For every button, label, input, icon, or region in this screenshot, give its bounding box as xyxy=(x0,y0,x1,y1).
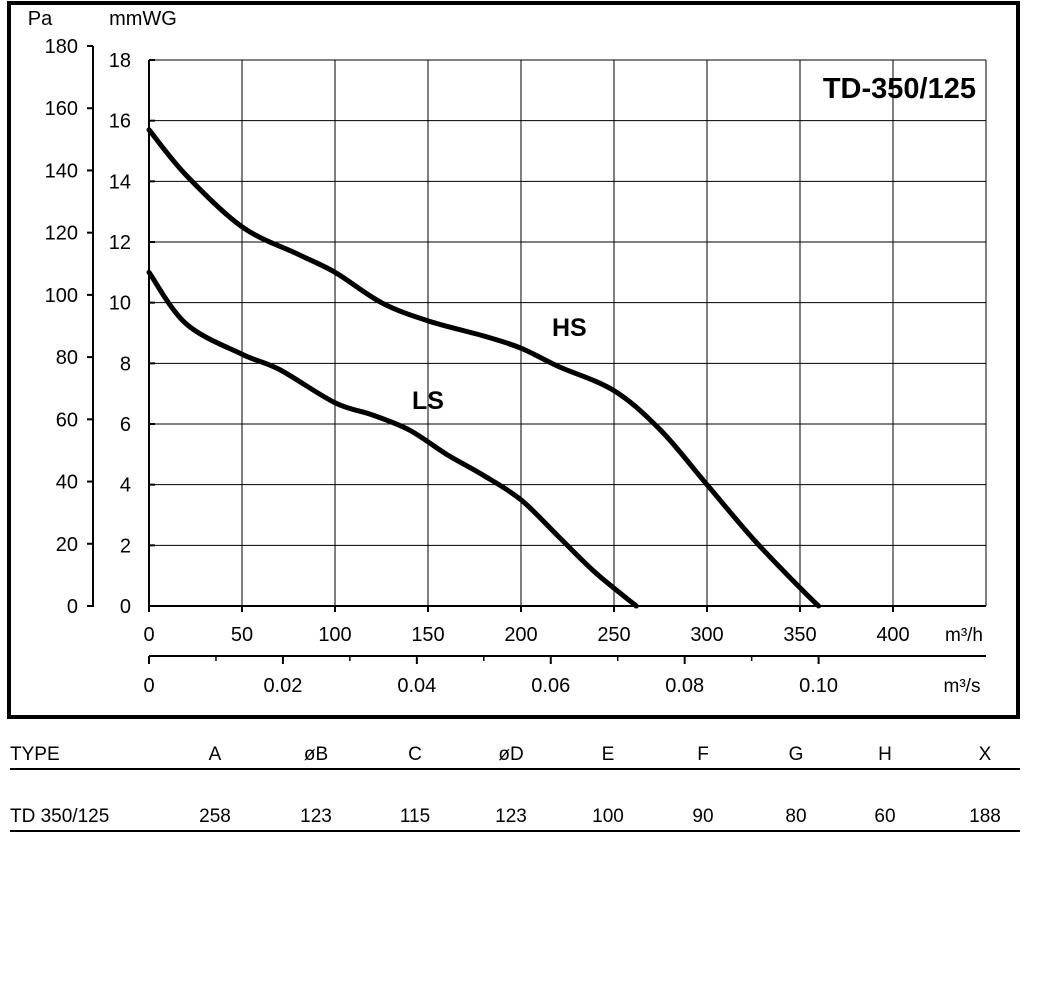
m3h-tick-label: 100 xyxy=(318,624,351,646)
cell-h: 60 xyxy=(874,806,896,827)
y-axis-label-mmwg: mmWG xyxy=(109,8,177,30)
header-c: C xyxy=(408,744,422,765)
y-axis-label-pa: Pa xyxy=(28,8,53,30)
mmwg-tick-label: 6 xyxy=(120,414,131,436)
m3h-tick-label: 350 xyxy=(783,624,816,646)
header-h: H xyxy=(878,744,892,765)
pa-tick-label: 100 xyxy=(45,285,78,307)
m3h-tick-label: 150 xyxy=(411,624,444,646)
m3h-tick-label: 300 xyxy=(690,624,723,646)
pa-tick-label: 60 xyxy=(56,409,78,431)
m3h-tick-label: 200 xyxy=(504,624,537,646)
header-x: X xyxy=(978,744,992,765)
series-line-hs xyxy=(146,127,822,609)
chart-title: TD-350/125 xyxy=(823,73,976,105)
pa-tick-label: 40 xyxy=(56,472,78,494)
mmwg-tick-label: 8 xyxy=(120,353,131,375)
series-line-ls xyxy=(146,269,639,609)
cell-g: 80 xyxy=(785,806,807,827)
header-f: F xyxy=(697,744,709,765)
mmwg-tick-label: 12 xyxy=(109,232,131,254)
pa-tick-label: 140 xyxy=(45,160,78,182)
header-a: A xyxy=(208,744,222,765)
x-axis-label-m3s: m³/s xyxy=(944,676,981,697)
m3s-tick-label: 0.10 xyxy=(799,675,838,697)
mmwg-tick-label: 16 xyxy=(109,111,131,133)
mmwg-tick-label: 14 xyxy=(109,171,131,193)
m3h-tick-label: 50 xyxy=(231,624,253,646)
cell-b: 123 xyxy=(300,806,332,827)
cell-x: 188 xyxy=(969,806,1001,827)
table-row: TD 350/125 258 123 115 123 100 90 80 60 … xyxy=(10,800,1020,832)
pa-tick-label: 20 xyxy=(56,534,78,556)
pa-tick-label: 160 xyxy=(45,98,78,120)
pa-tick-label: 0 xyxy=(67,596,78,618)
cell-e: 100 xyxy=(592,806,624,827)
cell-type: TD 350/125 xyxy=(10,806,110,827)
header-type: TYPE xyxy=(10,744,60,765)
header-e: E xyxy=(601,744,615,765)
chart-svg: 0204060801001201401601800246810121416180… xyxy=(7,1,1020,719)
mmwg-tick-label: 18 xyxy=(109,50,131,72)
pa-tick-label: 180 xyxy=(45,36,78,58)
cell-a: 258 xyxy=(199,806,231,827)
cell-c: 115 xyxy=(399,806,431,827)
m3s-tick-label: 0 xyxy=(143,675,154,697)
series-label-hs: HS xyxy=(552,314,587,342)
x-axis-label-m3h: m³/h xyxy=(945,625,983,646)
cell-d: 123 xyxy=(495,806,527,827)
dimension-table: TYPE A øB C øD E F G H X TD 350/125 258 … xyxy=(10,742,1020,832)
fan-curve-chart: 0 20 40 60 80 100 120 140 160 180 0 2 4 6 8 10 12 14 16 18 0… xyxy=(7,1,1020,719)
m3h-tick-label: 250 xyxy=(597,624,630,646)
pa-tick-label: 120 xyxy=(45,223,78,245)
header-d: øD xyxy=(498,744,524,765)
chart-border xyxy=(7,1,1020,719)
m3s-tick-label: 0.08 xyxy=(665,675,704,697)
m3h-tick-label: 400 xyxy=(876,624,909,646)
m3s-tick-label: 0.02 xyxy=(263,675,302,697)
mmwg-tick-label: 4 xyxy=(120,475,131,497)
series-label-ls: LS xyxy=(412,387,444,415)
pa-tick-label: 80 xyxy=(56,347,78,369)
mmwg-tick-label: 10 xyxy=(109,293,131,315)
m3s-tick-label: 0.06 xyxy=(531,675,570,697)
header-g: G xyxy=(788,744,804,765)
mmwg-tick-label: 2 xyxy=(120,535,131,557)
table-header-row: TYPE A øB C øD E F G H X xyxy=(10,742,1020,770)
mmwg-tick-label: 0 xyxy=(120,596,131,618)
m3s-tick-label: 0.04 xyxy=(397,675,436,697)
m3h-tick-label: 0 xyxy=(143,624,154,646)
header-b: øB xyxy=(303,744,329,765)
cell-f: 90 xyxy=(692,806,714,827)
